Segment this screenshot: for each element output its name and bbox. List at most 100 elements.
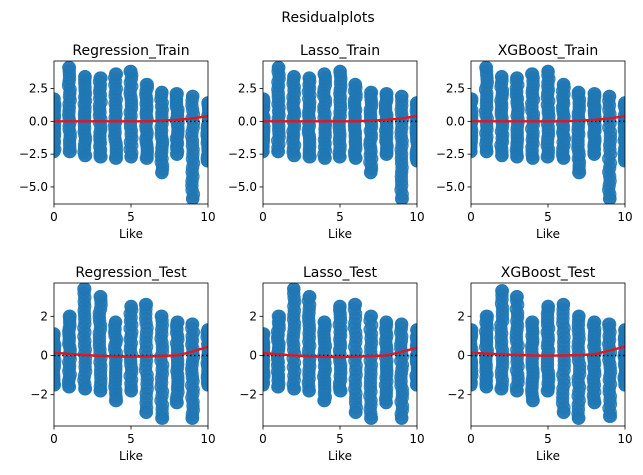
plot-area	[54, 61, 208, 204]
residual-point	[556, 405, 571, 419]
residual-point	[317, 151, 332, 165]
y-tick-label: −2	[447, 388, 465, 402]
y-tick-label: 2.5	[446, 82, 465, 96]
residual-point	[618, 323, 625, 337]
residual-point	[62, 61, 77, 75]
plot-area	[54, 283, 208, 425]
residual-point	[348, 297, 363, 312]
residual-point	[287, 70, 301, 84]
residual-point	[287, 148, 301, 163]
x-tick-label: 0	[467, 432, 475, 446]
residual-point	[124, 384, 138, 398]
residual-point	[78, 283, 92, 296]
residual-point	[170, 87, 184, 101]
y-tick-label: −2	[30, 388, 48, 402]
subplot-title: Regression_Test	[75, 265, 187, 281]
x-tick-label: 0	[259, 432, 267, 446]
residual-point	[510, 384, 524, 398]
x-tick-label: 10	[617, 432, 632, 446]
x-tick-label: 0	[467, 210, 475, 224]
residual-point	[185, 317, 200, 331]
residual-point	[541, 150, 555, 164]
lowess-curve	[263, 346, 417, 359]
residual-point	[525, 315, 540, 329]
residual-point	[62, 309, 77, 324]
y-tick-label: 2.5	[238, 82, 257, 96]
y-tick-label: 0.0	[446, 114, 465, 128]
x-tick-label: 5	[336, 210, 344, 224]
subplot-title: XGBoost_Test	[501, 265, 596, 281]
residual-point	[410, 378, 417, 392]
residual-point	[410, 154, 417, 168]
residual-point	[479, 61, 494, 75]
residual-point	[572, 165, 586, 180]
residual-point	[556, 151, 571, 165]
residual-point	[78, 382, 92, 396]
residual-point	[495, 382, 509, 396]
residual-point	[78, 148, 92, 163]
x-tick-label: 5	[544, 210, 552, 224]
residual-point	[364, 165, 378, 180]
subplot-4: 0 5 10 −2 0 2 Regression_Test Like	[30, 265, 215, 463]
subplot-6: 0 5 10 −2 0 2 XGBoost_Test Like	[447, 265, 632, 463]
lowess-curve	[54, 114, 208, 123]
residual-point	[333, 299, 347, 314]
y-tick-label: 0.0	[29, 114, 48, 128]
residual-point	[572, 85, 586, 100]
subplot-1: 0 5 10 −5.0 −2.5 0.0 2.5 Regression_Train Like	[19, 43, 216, 241]
residual-point	[525, 151, 540, 165]
residual-point	[185, 89, 200, 104]
y-tick-label: −2.5	[436, 147, 465, 161]
y-tick-label: 0	[249, 348, 257, 362]
residual-point	[479, 309, 494, 324]
residual-point	[410, 323, 417, 337]
residual-point	[618, 96, 625, 110]
residual-point	[271, 309, 286, 324]
x-tick-label: 10	[617, 210, 632, 224]
residual-point	[93, 290, 107, 304]
x-tick-label: 5	[336, 432, 344, 446]
plot-area	[263, 61, 417, 204]
residual-point	[602, 409, 617, 423]
residual-point	[78, 70, 92, 84]
x-tick-label: 10	[409, 432, 424, 446]
subplot-title: XGBoost_Train	[498, 43, 599, 59]
residual-point	[139, 297, 154, 312]
residual-point	[62, 144, 77, 159]
x-tick-label: 0	[50, 210, 58, 224]
residual-point	[170, 315, 184, 329]
residual-point	[394, 192, 409, 204]
subplot-5: 0 5 10 −2 0 2 Lasso_Test Like	[239, 265, 424, 463]
residual-point	[62, 380, 77, 394]
residual-point	[139, 151, 154, 165]
y-tick-label: −2.5	[228, 147, 257, 161]
residual-point	[302, 290, 316, 304]
residual-point	[602, 192, 617, 204]
residual-point	[93, 384, 107, 398]
y-tick-label: 0.0	[238, 114, 257, 128]
x-tick-label: 5	[127, 210, 135, 224]
x-axis-label: Like	[119, 449, 143, 463]
residual-point	[317, 393, 332, 408]
residual-point	[556, 77, 571, 92]
residual-point	[108, 393, 123, 408]
y-tick-label: −2	[239, 388, 257, 402]
subplot-title: Regression_Train	[72, 43, 189, 59]
residual-point	[479, 144, 494, 159]
y-tick-label: 0	[457, 348, 465, 362]
residual-point	[541, 299, 555, 314]
residual-point	[93, 71, 107, 85]
residual-point	[108, 151, 123, 165]
residual-point	[108, 315, 123, 329]
residual-point	[587, 87, 601, 101]
plot-area	[471, 61, 625, 204]
residual-point	[108, 67, 123, 81]
residual-point	[124, 150, 138, 164]
residual-point	[394, 317, 409, 331]
subplot-title: Lasso_Train	[300, 43, 380, 59]
residual-point	[170, 395, 184, 410]
residual-point	[379, 395, 393, 410]
residual-point	[333, 64, 347, 79]
residual-point	[287, 382, 301, 396]
